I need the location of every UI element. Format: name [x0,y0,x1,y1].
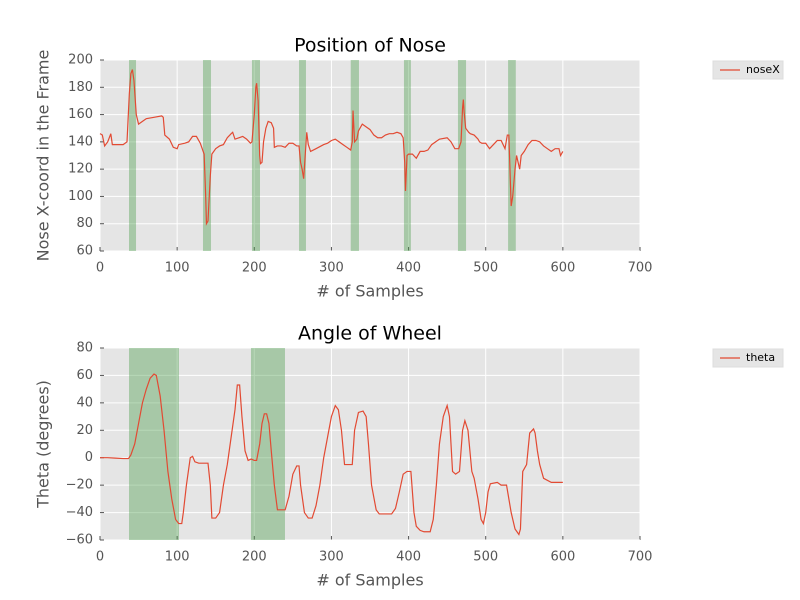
x-tick-label: 300 [319,261,344,276]
data-line [100,373,563,536]
y-tick-label: 100 [68,189,93,204]
highlight-span [457,60,467,251]
legend-box [712,348,784,368]
y-axis-label: Nose X-coord in the Frame [34,50,53,262]
y-tick-label: 40 [76,395,93,410]
x-tick-label: 200 [242,261,267,276]
y-tick-label: 60 [76,244,93,259]
highlight-span [129,348,179,540]
x-axis-label: # of Samples [316,282,423,301]
x-tick-label: 300 [319,550,344,565]
x-axis-label: # of Samples [316,571,423,590]
y-tick-label: 80 [76,341,93,356]
legend-label: noseX [746,63,780,76]
legend-label: theta [746,351,775,364]
highlight-span [299,60,306,251]
x-tick-label: 500 [473,261,498,276]
y-tick-label: 80 [76,216,93,231]
x-tick-label: 700 [628,261,653,276]
y-tick-label: 180 [68,80,93,95]
highlight-span [350,60,359,251]
x-tick-label: 600 [550,261,575,276]
y-axis-label: Theta (degrees) [34,380,53,509]
y-tick-label: 60 [76,368,93,383]
y-tick-label: 140 [68,134,93,149]
plot-area [100,60,640,251]
highlight-span [129,60,137,251]
data-line [99,69,564,226]
y-tick-label: −20 [66,478,93,493]
y-tick-label: 20 [76,423,93,438]
y-tick-label: 120 [68,162,93,177]
legend-box [712,60,784,80]
x-tick-label: 200 [242,550,267,565]
chart-title: Angle of Wheel [298,323,442,345]
y-tick-label: −40 [66,505,93,520]
x-tick-label: 0 [96,261,104,276]
x-tick-label: 600 [550,550,575,565]
x-tick-label: 0 [96,550,104,565]
chart-title: Position of Nose [294,35,446,57]
y-tick-label: 200 [68,53,93,68]
y-tick-label: −60 [66,533,93,548]
x-tick-label: 100 [165,261,190,276]
highlight-span [250,348,285,540]
x-tick-label: 400 [396,261,421,276]
y-tick-label: 160 [68,107,93,122]
x-tick-label: 400 [396,550,421,565]
x-tick-label: 500 [473,550,498,565]
x-tick-label: 700 [628,550,653,565]
x-tick-label: 100 [165,550,190,565]
highlight-span [202,60,212,251]
y-tick-label: 0 [85,450,93,465]
highlight-span [508,60,516,251]
plot-area [100,348,640,540]
highlight-span [251,60,260,251]
